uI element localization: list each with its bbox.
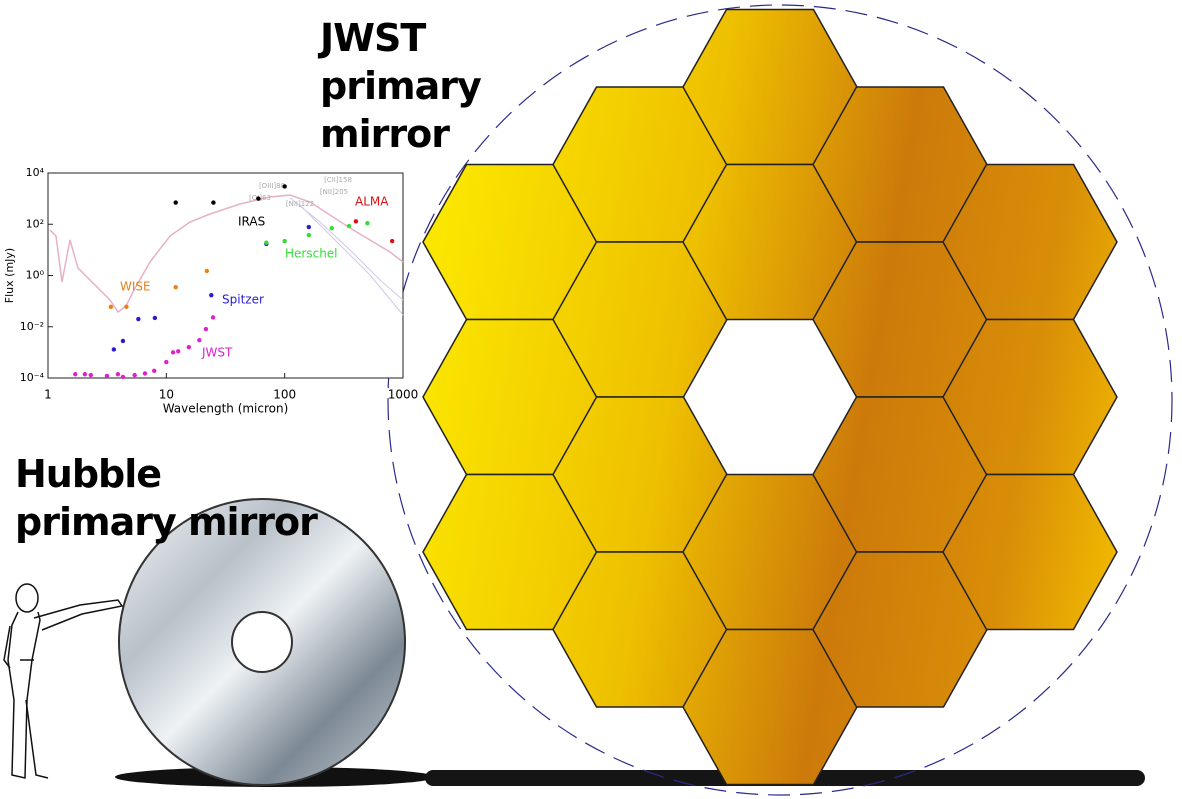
point — [173, 284, 178, 290]
outline-circle — [387, 4, 1173, 796]
point — [282, 184, 287, 189]
hubble-hole — [231, 611, 293, 673]
point — [346, 223, 352, 229]
mirror-segment — [942, 473, 1118, 631]
point — [282, 238, 287, 244]
y-tick-label: 10⁻² — [20, 320, 44, 333]
jwst-title: JWST primary mirror — [320, 16, 482, 156]
point — [203, 326, 209, 332]
point — [306, 224, 312, 230]
point — [136, 316, 141, 322]
point — [186, 344, 192, 350]
series-label: IRAS — [238, 215, 265, 229]
point — [176, 349, 181, 354]
point — [264, 240, 269, 245]
point — [124, 304, 129, 310]
point — [142, 371, 148, 376]
hubble-title: Hubble primary mirror — [15, 452, 318, 544]
x-tick-label: 1 — [44, 388, 52, 402]
point — [256, 196, 261, 201]
series-label: Spitzer — [222, 293, 264, 307]
point — [88, 372, 94, 378]
x-tick-label: 10 — [159, 388, 174, 402]
y-tick-label: 10⁻⁴ — [20, 371, 45, 384]
point — [211, 200, 216, 205]
point — [120, 338, 126, 344]
x-tick-label: 1000 — [388, 388, 419, 402]
line-label: [CII]158 — [324, 176, 352, 184]
point — [210, 315, 216, 320]
point — [104, 373, 110, 379]
point — [152, 368, 157, 374]
series-label: JWST — [201, 346, 233, 360]
person — [3, 583, 124, 779]
line-label: [OIII]88 — [259, 182, 285, 190]
line-label: [NII]122 — [286, 200, 314, 208]
point — [353, 219, 359, 224]
y-tick-label: 10² — [26, 217, 44, 230]
series-label: WISE — [120, 280, 151, 294]
chart: 1 10 100 1000 10⁻⁴ 10⁻² 10⁰ 10² 10⁴ Wavelength (m… — [3, 166, 418, 416]
point — [132, 372, 137, 378]
point — [152, 315, 158, 321]
y-axis-label: Flux (mJy) — [3, 248, 16, 303]
point — [209, 293, 214, 298]
point — [173, 200, 178, 205]
x-tick-label: 100 — [273, 388, 296, 402]
point — [115, 372, 121, 377]
plot-frame — [47, 172, 404, 379]
point — [164, 359, 169, 365]
y-tick-label: 10⁴ — [26, 166, 45, 179]
point — [170, 350, 176, 355]
point — [111, 347, 117, 352]
series-label: ALMA — [355, 195, 389, 209]
point — [73, 372, 78, 377]
point — [108, 304, 114, 310]
y-tick-label: 10⁰ — [26, 269, 45, 282]
point — [365, 220, 370, 226]
model-spectrum-alt — [289, 197, 404, 316]
point — [197, 337, 202, 343]
jwst-mirror — [422, 8, 1118, 786]
point — [120, 374, 126, 380]
series-label: Herschel — [285, 247, 338, 261]
point — [306, 232, 312, 238]
line-label: [NII]205 — [320, 188, 348, 196]
x-axis-label: Wavelength (micron) — [163, 402, 289, 416]
point — [82, 372, 88, 377]
point — [389, 238, 395, 244]
model-spectrum — [49, 194, 404, 314]
point — [329, 226, 334, 231]
point — [204, 268, 210, 274]
